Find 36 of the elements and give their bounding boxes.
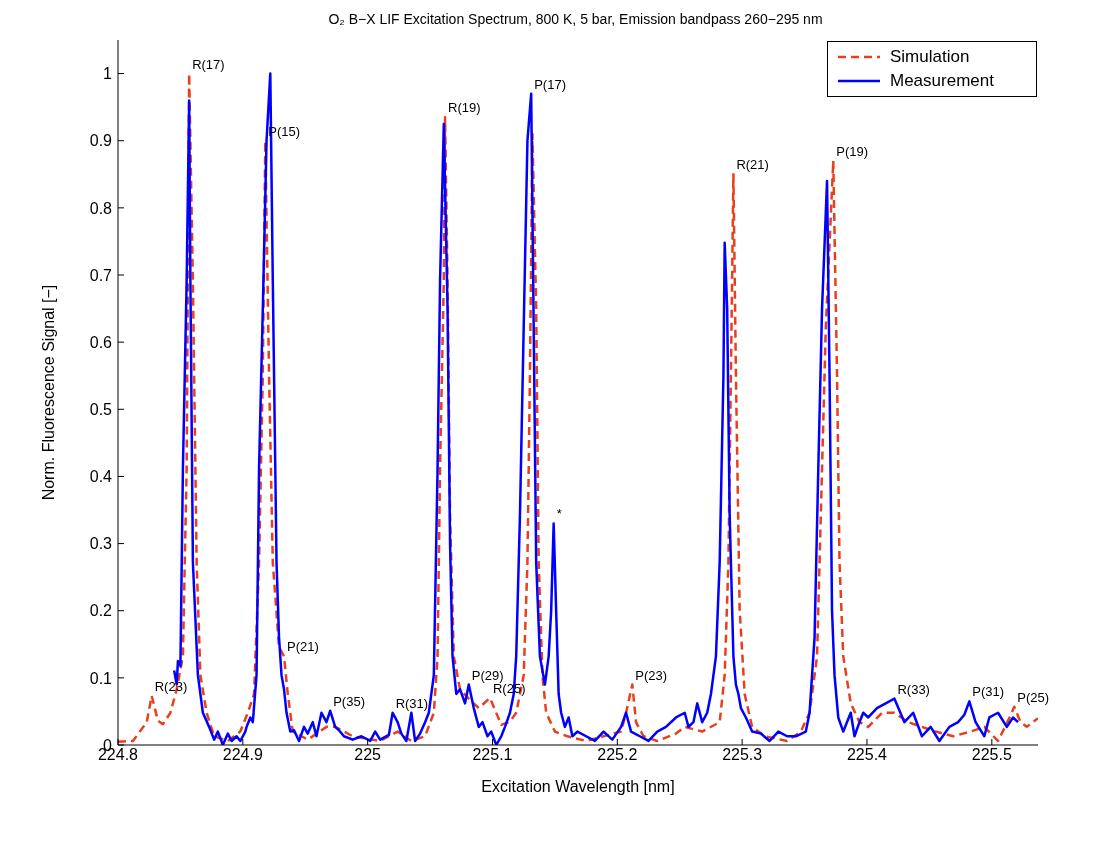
- x-tick-label: 225.4: [846, 746, 888, 764]
- x-tick-label: 225.1: [472, 746, 513, 764]
- annotation: R(33): [897, 681, 930, 697]
- x-tick-label: 225.2: [597, 746, 638, 764]
- y-tick-label: 0.6: [89, 333, 113, 351]
- annotation: P(19): [836, 143, 869, 159]
- annotation: P(23): [635, 667, 668, 683]
- annotation: R(21): [736, 157, 769, 173]
- y-tick-label: 0.5: [89, 400, 113, 418]
- y-tick-label: 0.9: [89, 132, 113, 150]
- chart-title: O₂ B−X LIF Excitation Spectrum, 800 K, 5 bar, Emission bandpass 260−295 nm: [327, 10, 824, 29]
- y-tick-label: 0.2: [89, 602, 113, 620]
- x-tick-label: 225.5: [971, 746, 1012, 764]
- annotation: P(17): [534, 76, 566, 92]
- annotation: P(35): [333, 693, 366, 709]
- annotation: *: [556, 506, 562, 522]
- y-tick-label: 1: [103, 65, 113, 83]
- x-tick-label: 225: [354, 746, 382, 764]
- legend-label: Simulation: [890, 47, 970, 67]
- legend-label: Measurement: [890, 71, 994, 91]
- y-tick-label: 0.8: [89, 199, 113, 217]
- y-axis-title: Norm. Fluorescence Signal [−]: [39, 284, 57, 501]
- annotation: P(29): [471, 667, 504, 683]
- annotation: P(25): [1017, 689, 1050, 705]
- annotation: P(31): [972, 684, 1005, 700]
- annotation: P(21): [287, 639, 319, 655]
- x-axis-title: Excitation Wavelength [nm]: [481, 778, 675, 795]
- annotation: R(31): [395, 695, 429, 711]
- x-tick-label: 224.9: [222, 746, 263, 764]
- x-tick-label: 225.3: [722, 746, 763, 764]
- annotation: R(17): [192, 56, 225, 72]
- y-tick-label: 0.4: [89, 468, 113, 486]
- y-tick-label: 0.7: [89, 266, 113, 284]
- y-tick-label: 0.3: [89, 535, 113, 553]
- annotation: R(19): [448, 100, 481, 116]
- y-tick-label: 0.1: [89, 669, 113, 687]
